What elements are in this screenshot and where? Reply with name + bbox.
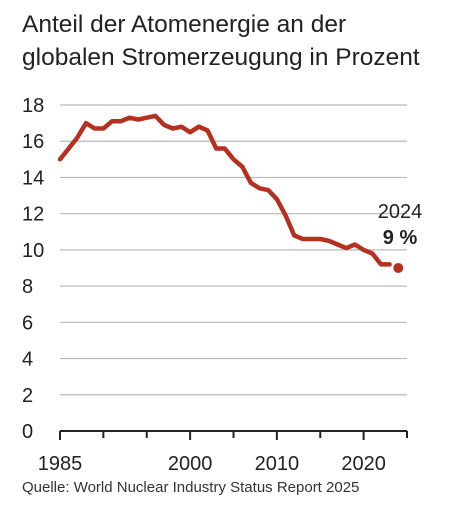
y-tick-label-6: 6 bbox=[22, 312, 33, 334]
y-tick-label-0: 0 bbox=[22, 421, 33, 443]
highlight-year-label: 2024 bbox=[378, 201, 423, 223]
y-tick-label-8: 8 bbox=[22, 276, 33, 298]
y-tick-label-10: 10 bbox=[22, 240, 44, 262]
x-axis: 1985 2000 2010 2020 bbox=[38, 430, 408, 475]
highlight-point-2024 bbox=[393, 263, 404, 273]
source-note: Quelle: World Nuclear Industry Status Re… bbox=[22, 479, 360, 496]
series-layer bbox=[57, 113, 392, 267]
y-tick-label-14: 14 bbox=[22, 167, 44, 189]
x-tick-label-2000: 2000 bbox=[168, 453, 213, 475]
y-axis-ticks: 0 2 4 6 8 10 12 14 16 18 bbox=[22, 95, 44, 443]
y-tick-label-16: 16 bbox=[22, 131, 44, 153]
annotation-layer: 2024 9 % bbox=[378, 201, 423, 273]
x-tick-label-1985: 1985 bbox=[38, 453, 83, 475]
grid-lines bbox=[60, 104, 407, 396]
chart-area: 0 2 4 6 8 10 12 14 16 18 1985 2000 2010 2020 2024 9 % bbox=[22, 95, 423, 475]
y-tick-label-12: 12 bbox=[22, 204, 44, 226]
y-tick-label-18: 18 bbox=[22, 95, 44, 117]
x-tick-label-2020: 2020 bbox=[341, 453, 386, 475]
highlight-value-label: 9 % bbox=[383, 227, 418, 249]
series-line-0 bbox=[57, 113, 392, 267]
x-tick-label-2010: 2010 bbox=[255, 453, 300, 475]
y-tick-label-4: 4 bbox=[22, 349, 33, 371]
y-tick-label-2: 2 bbox=[22, 385, 33, 407]
chart-title: Anteil der Atomenergie an der globalen S… bbox=[22, 11, 420, 71]
